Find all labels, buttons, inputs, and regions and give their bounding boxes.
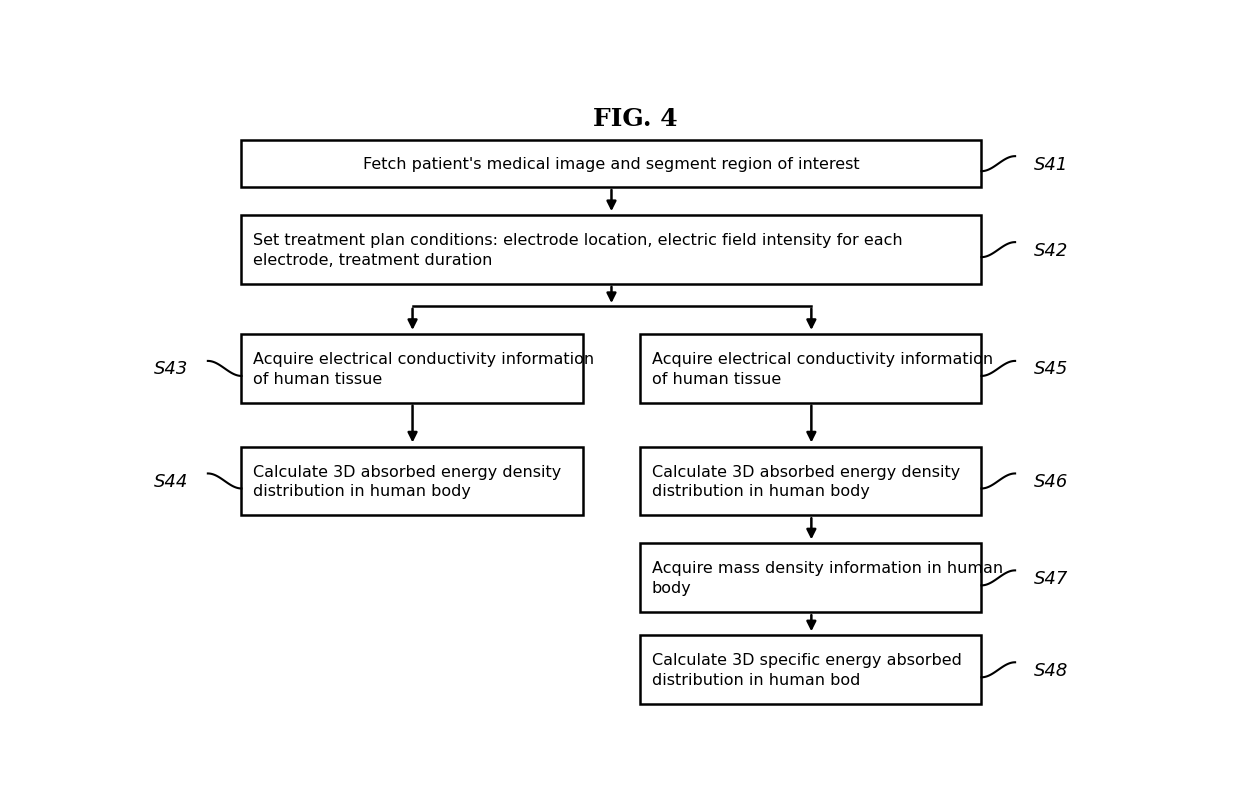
- Text: S43: S43: [154, 360, 188, 378]
- FancyBboxPatch shape: [640, 335, 982, 403]
- FancyBboxPatch shape: [640, 544, 982, 612]
- Text: Acquire electrical conductivity information
of human tissue: Acquire electrical conductivity informat…: [253, 352, 594, 386]
- Text: S48: S48: [1034, 661, 1069, 679]
- FancyBboxPatch shape: [640, 447, 982, 516]
- Text: Set treatment plan conditions: electrode location, electric field intensity for : Set treatment plan conditions: electrode…: [253, 233, 903, 268]
- Text: Calculate 3D specific energy absorbed
distribution in human bod: Calculate 3D specific energy absorbed di…: [652, 653, 962, 688]
- Text: S46: S46: [1034, 472, 1069, 491]
- Text: S42: S42: [1034, 242, 1069, 260]
- Text: S47: S47: [1034, 569, 1069, 587]
- Text: S41: S41: [1034, 156, 1069, 174]
- FancyBboxPatch shape: [242, 447, 583, 516]
- Text: S45: S45: [1034, 360, 1069, 378]
- Text: Fetch patient's medical image and segment region of interest: Fetch patient's medical image and segmen…: [363, 157, 859, 172]
- FancyBboxPatch shape: [640, 636, 982, 704]
- Text: Acquire mass density information in human
body: Acquire mass density information in huma…: [652, 560, 1003, 595]
- Text: Calculate 3D absorbed energy density
distribution in human body: Calculate 3D absorbed energy density dis…: [253, 464, 562, 499]
- Text: Acquire electrical conductivity information
of human tissue: Acquire electrical conductivity informat…: [652, 352, 993, 386]
- FancyBboxPatch shape: [242, 335, 583, 403]
- Text: FIG. 4: FIG. 4: [593, 107, 678, 131]
- Text: S44: S44: [154, 472, 188, 491]
- FancyBboxPatch shape: [242, 216, 982, 285]
- Text: Calculate 3D absorbed energy density
distribution in human body: Calculate 3D absorbed energy density dis…: [652, 464, 960, 499]
- FancyBboxPatch shape: [242, 141, 982, 188]
